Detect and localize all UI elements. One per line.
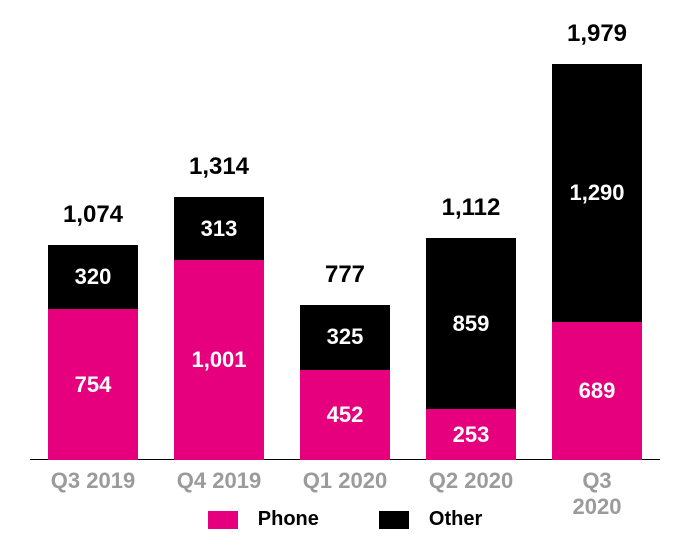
- legend: Phone Other: [0, 508, 690, 531]
- bar-segment-other: 325: [300, 305, 390, 370]
- bar-segment-phone: 1,001: [174, 260, 264, 460]
- bar-total-label: 777: [325, 261, 365, 289]
- bar-segment-phone: 754: [48, 309, 138, 460]
- bar-total-label: 1,074: [63, 201, 123, 229]
- bar-segment-other: 859: [426, 238, 516, 410]
- legend-item-phone: Phone: [208, 508, 319, 531]
- plot-area: 754320 1,001313 452325 253859 6891,290 1,074…: [30, 20, 660, 460]
- legend-swatch-phone: [208, 511, 238, 529]
- legend-label-other: Other: [429, 508, 482, 531]
- bar-segment-phone: 689: [552, 322, 642, 460]
- x-axis-tick-label: Q4 2019: [177, 468, 261, 494]
- legend-label-phone: Phone: [258, 508, 319, 531]
- x-axis-tick-label: Q3 2019: [51, 468, 135, 494]
- bar-segment-other: 313: [174, 197, 264, 260]
- legend-swatch-other: [379, 511, 409, 529]
- legend-item-other: Other: [379, 508, 482, 531]
- bar-total-label: 1,112: [442, 194, 501, 222]
- stacked-bar-chart: 754320 1,001313 452325 253859 6891,290 1,074…: [0, 0, 690, 560]
- x-axis-labels: Q3 2019Q4 2019Q1 2020Q2 2020Q3 2020: [30, 468, 660, 498]
- bar-segment-phone: 253: [426, 409, 516, 460]
- bar-total-label: 1,314: [189, 153, 249, 181]
- x-axis-tick-label: Q1 2020: [303, 468, 387, 494]
- x-axis-tick-label: Q2 2020: [429, 468, 513, 494]
- bar-total-label: 1,979: [567, 20, 627, 48]
- bar-segment-other: 320: [48, 245, 138, 309]
- bar-segment-other: 1,290: [552, 64, 642, 322]
- bar-segment-phone: 452: [300, 370, 390, 460]
